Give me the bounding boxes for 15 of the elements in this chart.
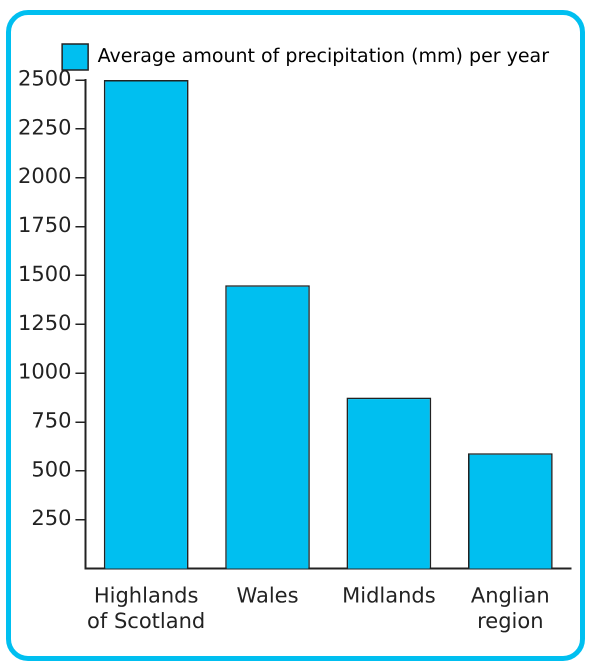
y-tick-label: 2250: [18, 115, 72, 140]
y-tick-label: 1000: [18, 360, 72, 384]
x-tick-label: Wales: [236, 584, 299, 608]
y-tick-label: 2000: [18, 164, 72, 188]
x-tick-label: Highlands of Scotland: [87, 584, 206, 633]
y-tick-label: 250: [31, 506, 72, 530]
x-tick-label: Midlands: [342, 584, 436, 608]
legend-label: Average amount of precipitation (mm) per year: [98, 44, 550, 67]
x-tick-label: Anglian region: [470, 584, 550, 633]
y-tick-label: 500: [31, 457, 72, 482]
y-tick-label: 1750: [18, 213, 72, 238]
y-tick-label: 1250: [18, 310, 72, 335]
y-tick-label: 1500: [18, 262, 72, 286]
y-tick-label: 2500: [18, 66, 72, 90]
y-tick-label: 750: [31, 408, 72, 432]
